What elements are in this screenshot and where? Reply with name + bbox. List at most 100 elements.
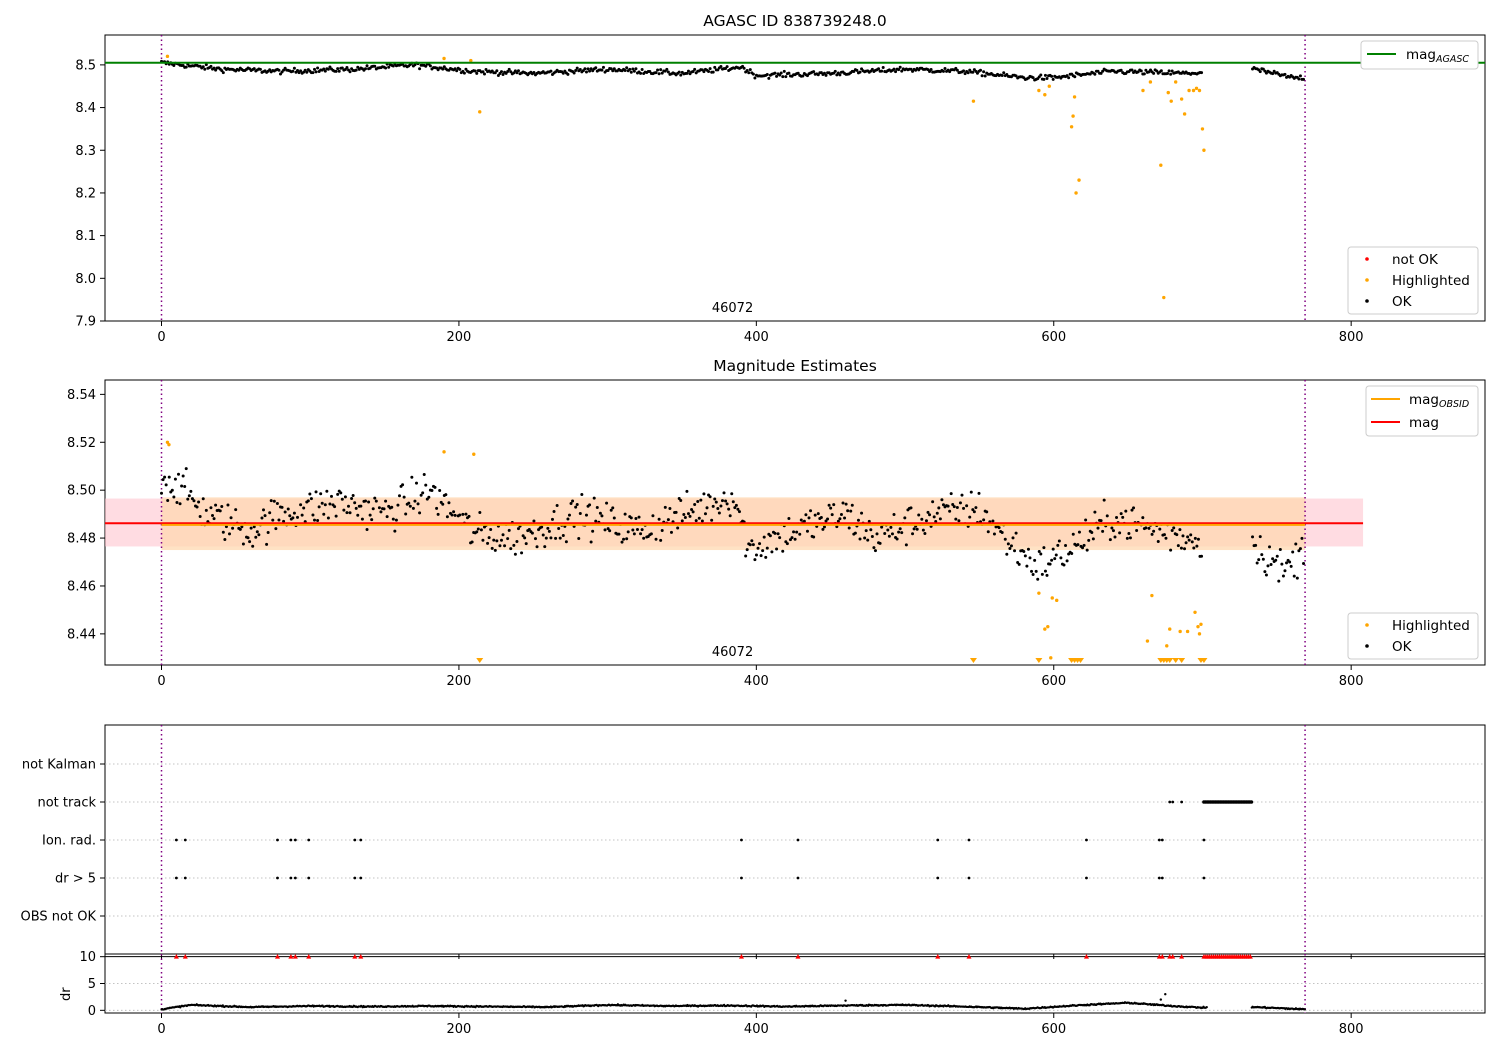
ok-point — [937, 506, 941, 510]
ok-point — [660, 529, 664, 533]
ok-point — [572, 71, 576, 75]
ok-point — [1298, 74, 1302, 78]
ok-point — [703, 512, 707, 516]
ok-point — [441, 67, 445, 71]
ok-point — [190, 497, 194, 501]
ok-point — [1005, 552, 1009, 556]
ok-point — [1295, 576, 1299, 580]
ok-point — [594, 519, 598, 523]
ok-point — [685, 489, 689, 493]
ok-point — [479, 528, 483, 532]
ok-point — [503, 544, 507, 548]
ok-point — [501, 72, 505, 76]
ok-point — [1110, 526, 1114, 530]
ok-point — [1065, 559, 1069, 563]
ok-point — [580, 493, 584, 497]
ok-point — [679, 498, 683, 502]
ok-point — [744, 554, 748, 558]
ok-point — [917, 513, 921, 517]
ok-point — [955, 68, 959, 72]
ok-point — [975, 71, 979, 75]
ok-point — [795, 530, 799, 534]
ok-point — [691, 70, 695, 74]
ok-point — [716, 507, 720, 511]
ok-point — [833, 69, 837, 73]
ok-point — [279, 72, 283, 76]
flag-point — [967, 838, 971, 842]
ok-point — [736, 507, 740, 511]
ok-point — [844, 502, 848, 506]
ok-point — [506, 537, 510, 541]
ok-point — [584, 70, 588, 74]
ok-point — [442, 65, 446, 69]
dr-point — [844, 999, 847, 1002]
ok-point — [829, 506, 833, 510]
ok-point — [322, 512, 326, 516]
ok-point — [421, 491, 425, 495]
ok-point — [1190, 540, 1194, 544]
dr-point — [1159, 998, 1163, 1001]
ok-point — [252, 525, 256, 529]
ok-point — [337, 69, 341, 73]
ok-point — [229, 516, 233, 520]
highlighted-point — [472, 452, 476, 456]
ok-point — [418, 67, 422, 71]
ok-point — [266, 530, 270, 534]
ok-point — [640, 528, 644, 532]
ok-point — [1039, 552, 1043, 556]
ok-point — [654, 537, 658, 541]
ok-point — [311, 71, 315, 75]
ok-point — [506, 70, 510, 74]
ok-point — [240, 525, 244, 529]
ok-point — [214, 68, 218, 72]
ok-point — [923, 532, 927, 536]
ok-point — [1170, 69, 1174, 73]
ok-point — [189, 489, 193, 493]
ok-point — [360, 517, 364, 521]
ok-point — [316, 66, 320, 70]
flag-point — [967, 876, 971, 880]
ok-point — [676, 526, 680, 530]
ok-point — [1269, 563, 1273, 567]
ok-point — [843, 516, 847, 520]
ok-point — [748, 68, 752, 72]
ok-point — [272, 499, 276, 503]
ok-point — [385, 515, 389, 519]
ok-point — [1017, 562, 1021, 566]
ok-point — [1048, 562, 1052, 566]
highlighted-point — [1197, 88, 1202, 93]
ok-point — [317, 505, 321, 509]
ok-point — [966, 71, 970, 75]
ok-point — [1155, 69, 1159, 73]
ok-point — [634, 67, 638, 71]
highlighted-point — [167, 442, 171, 447]
ok-point — [447, 501, 451, 505]
ok-point — [1184, 541, 1188, 545]
ok-point — [629, 70, 633, 74]
ok-point — [812, 535, 816, 539]
ok-point — [328, 502, 332, 506]
ok-point — [781, 549, 785, 553]
ok-point — [790, 536, 794, 540]
ok-point — [1121, 515, 1125, 519]
ok-point — [340, 497, 344, 501]
ok-point — [853, 531, 857, 535]
ok-point — [595, 505, 599, 509]
highlighted-point — [1194, 86, 1199, 91]
below-range-marker — [476, 658, 484, 663]
ok-point — [346, 504, 350, 508]
flag-point — [1249, 800, 1254, 804]
dr-capped-marker — [1247, 954, 1253, 959]
legend-marker — [1365, 257, 1369, 261]
ok-point — [348, 70, 352, 74]
ok-point — [237, 68, 241, 72]
ok-point — [955, 505, 959, 509]
ok-point — [897, 530, 901, 534]
x-tick-label: 200 — [447, 1022, 472, 1037]
ok-point — [1064, 544, 1068, 548]
ok-point — [881, 65, 885, 69]
ok-point — [758, 542, 762, 546]
ok-point — [875, 532, 879, 536]
ok-point — [356, 65, 360, 69]
ok-point — [181, 474, 185, 478]
